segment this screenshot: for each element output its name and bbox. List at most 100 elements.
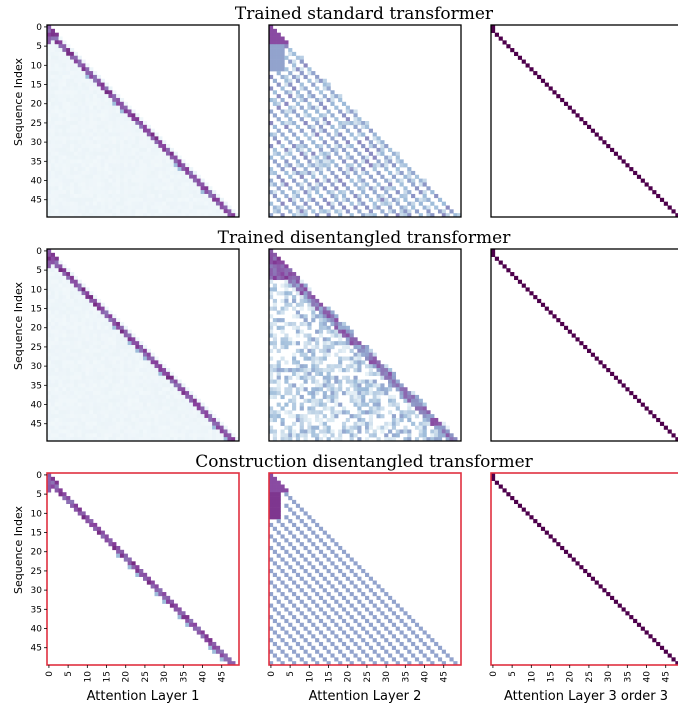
heatmap-cell [326,545,331,551]
heatmap-cell [395,151,400,156]
heatmap-cell [131,128,136,133]
heatmap-cell [326,163,331,168]
heatmap-cell [139,360,144,365]
heatmap-cell [146,182,151,187]
heatmap-cell [154,140,159,145]
heatmap-cell [139,155,144,160]
heatmap-cell [276,496,281,501]
heatmap-cell [89,364,94,369]
heatmap-cell [143,410,148,415]
heatmap-cell [112,402,117,407]
heatmap-cell [204,213,209,218]
heatmap-cell [169,375,175,380]
heatmap-cell [629,391,634,396]
heatmap-cell [181,174,186,179]
heatmap-cell [391,402,397,407]
heatmap-cell [70,144,75,149]
heatmap-cell [169,190,175,195]
heatmap-cell [185,193,190,199]
heatmap-cell [208,190,213,195]
heatmap-cell [89,82,94,87]
heatmap-cell [353,391,358,396]
heatmap-cell [47,36,52,41]
heatmap-cell [131,159,136,164]
heatmap-cell [100,314,105,319]
heatmap-cell [341,641,347,647]
heatmap-cell [50,197,55,202]
heatmap-cell [62,124,67,129]
heatmap-cell [200,406,205,411]
heatmap-cell [123,151,128,156]
heatmap-cell [299,170,304,176]
heatmap-cell [93,414,98,419]
heatmap-cell [104,325,109,330]
heatmap-cell [353,379,358,384]
heatmap-cell [62,337,67,342]
heatmap-cell [154,592,159,597]
heatmap-cell [50,117,55,122]
heatmap-cell [66,74,71,80]
heatmap-cell [617,379,622,384]
heatmap-cell [303,144,308,149]
heatmap-cell [411,421,416,426]
heatmap-cell [269,473,274,478]
heatmap-cell [368,398,373,403]
heatmap-cell [77,371,82,377]
heatmap-cell [104,364,109,369]
heatmap-cell [345,425,350,430]
heatmap-cell [73,406,79,411]
heatmap-cell [100,310,105,315]
heatmap-cell [537,298,542,304]
heatmap-cell [272,515,277,520]
heatmap-cell [422,437,427,442]
heatmap-cell [276,410,281,415]
heatmap-cell [322,406,327,411]
heatmap-cell [318,417,324,423]
heatmap-cell [426,209,431,214]
heatmap-cell [58,417,63,423]
y-tick-label: 5 [36,266,42,276]
heatmap-cell [50,356,55,361]
heatmap-cell [376,136,381,141]
heatmap-cell [96,302,102,307]
heatmap-cell [280,484,285,489]
heatmap-cell [85,170,90,176]
heatmap-cell [334,209,339,214]
heatmap-cell [204,205,209,210]
heatmap-cell [353,360,358,365]
heatmap-cell [372,661,377,666]
heatmap-cell [166,379,171,384]
heatmap-cell [158,391,163,396]
heatmap-cell [62,279,67,284]
heatmap-cell [50,209,55,214]
heatmap-cell [303,167,308,172]
heatmap-cell [272,151,277,156]
heatmap-cell [50,437,55,442]
heatmap-cell [54,121,59,126]
heatmap-cell [146,147,151,153]
heatmap-cell [315,557,320,562]
heatmap-cell [47,71,52,76]
heatmap-cell [208,213,213,218]
heatmap-cell [326,178,331,183]
heatmap-cell [104,321,109,327]
heatmap-cell [85,391,90,396]
heatmap-cell [108,190,113,195]
heatmap-cell [93,209,98,214]
heatmap-cell [58,318,63,323]
heatmap-cell [66,298,71,304]
heatmap-cell [131,121,136,126]
heatmap-cell [318,387,324,392]
heatmap-cell [292,352,297,357]
heatmap-cell [399,170,404,176]
heatmap-cell [96,325,102,330]
heatmap-cell [437,197,443,202]
heatmap-cell [85,387,90,392]
heatmap-cell [104,425,109,430]
heatmap-cell [131,561,136,566]
heatmap-cell [58,433,63,438]
heatmap-cell [341,375,347,380]
heatmap-cell [361,345,366,350]
heatmap-cell [54,352,59,357]
heatmap-cell [299,295,304,300]
